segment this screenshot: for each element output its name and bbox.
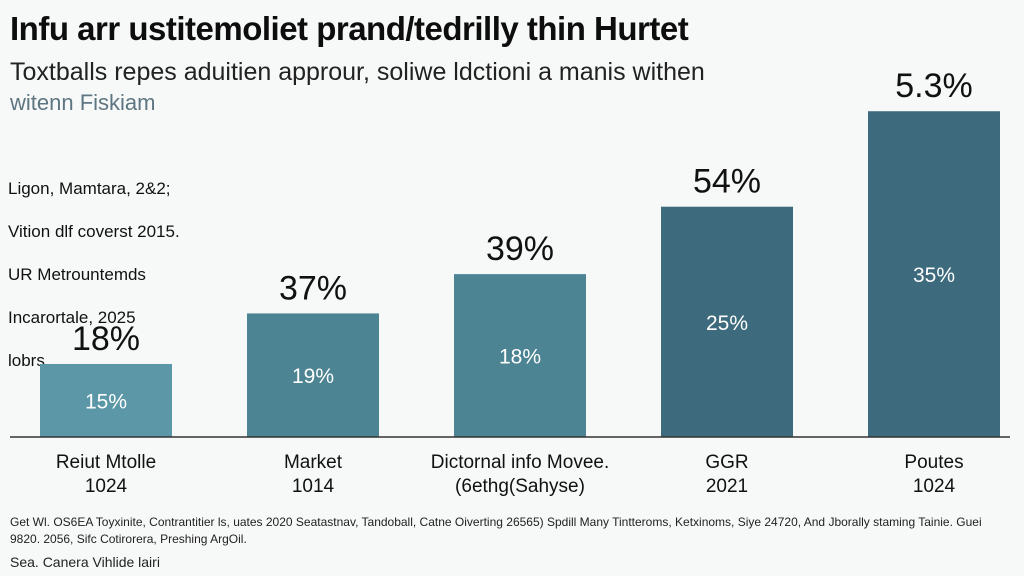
bar-top-label: 39%: [486, 230, 554, 268]
bar-inner-label: 18%: [499, 346, 541, 369]
x-tick-sublabel: 2021: [706, 476, 748, 497]
x-tick-label: Poutes: [904, 452, 963, 473]
x-tick-sublabel: (6ethg(Sahyse): [455, 476, 585, 497]
side-note-line: Incarortale, 2025: [8, 307, 136, 327]
bar: [868, 111, 1000, 437]
bar: [661, 206, 793, 437]
chart-subtitle: Toxtballs repes aduitien approur, soliwe…: [10, 58, 705, 86]
bar-inner-label: 35%: [913, 264, 955, 287]
x-tick-sublabel: 1024: [85, 476, 128, 497]
bar-inner-label: 25%: [706, 312, 748, 335]
bar-top-label: 37%: [279, 269, 347, 307]
side-note-line: UR Metrountemds: [8, 264, 146, 284]
bar-top-label: 5.3%: [895, 67, 973, 105]
footer-note: Get Wl. OS6EA Toyxinite, Contrantitier l…: [10, 515, 982, 546]
x-tick-sublabel: 1024: [913, 476, 956, 497]
bar-inner-label: 15%: [85, 390, 127, 413]
x-tick-label: GGR: [705, 452, 748, 473]
x-tick-label: Dictornal info Movee.: [431, 452, 609, 473]
x-tick-sublabel: 1014: [292, 476, 335, 497]
chart-subtitle-secondary: witenn Fiskiam: [10, 90, 156, 115]
side-note-line: lobrs.: [8, 350, 50, 370]
bar-inner-label: 19%: [292, 365, 334, 388]
side-note-line: Ligon, Mamtara, 2&2;: [8, 178, 171, 198]
side-note-line: Vition dlf coverst 2015.: [8, 221, 180, 241]
bar: [247, 313, 379, 437]
footer-source: Sea. Canera Vihlide lairi: [10, 554, 160, 570]
side-note: Ligon, Mamtara, 2&2; Vition dlf coverst …: [8, 156, 180, 393]
bar: [454, 274, 586, 437]
bar-top-label: 54%: [693, 163, 761, 201]
chart-title: Infu arr ustitemoliet prand/tedrilly thi…: [10, 10, 689, 47]
bar-top-label: 18%: [72, 320, 140, 358]
x-tick-label: Market: [284, 452, 343, 473]
bar: [40, 363, 172, 437]
x-tick-label: Reiut Mtolle: [56, 452, 156, 473]
